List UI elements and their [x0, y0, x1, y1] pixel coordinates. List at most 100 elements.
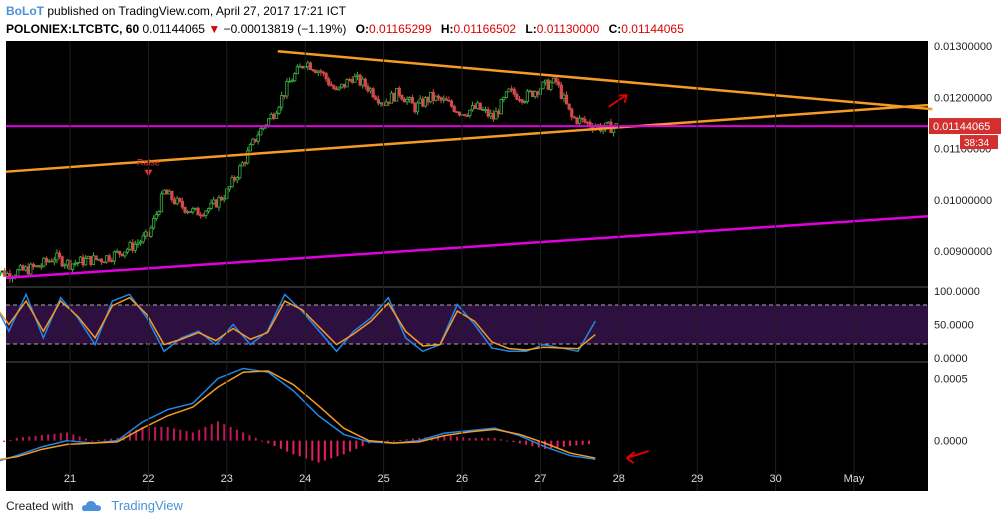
- candle-body: [314, 70, 318, 74]
- candle-body: [29, 263, 33, 275]
- tradingview-link[interactable]: TradingView: [111, 498, 183, 513]
- candle-body: [209, 202, 213, 209]
- candle-body: [421, 98, 425, 107]
- tradingview-cloud-icon: [82, 500, 102, 511]
- candle-body: [387, 101, 391, 104]
- stoch-tick-label: 100.0000: [934, 286, 980, 298]
- candle-body: [102, 261, 106, 264]
- candle-body: [449, 100, 454, 107]
- macd-histogram-bar: [229, 426, 232, 441]
- candle-body: [319, 70, 323, 73]
- candle-body: [240, 162, 245, 167]
- candle-body: [5, 273, 9, 277]
- candle-body: [144, 231, 148, 237]
- x-tick-label: 23: [221, 473, 233, 485]
- candle-body: [413, 102, 417, 113]
- candle-body: [585, 121, 590, 124]
- candle-body: [429, 91, 433, 103]
- candle-body: [332, 85, 336, 90]
- macd-histogram-bar: [525, 440, 528, 445]
- macd-histogram-bar: [9, 439, 12, 441]
- candle-body: [400, 94, 404, 100]
- candle-body: [496, 110, 501, 115]
- candle-body: [55, 252, 59, 261]
- macd-histogram-bar: [556, 440, 559, 448]
- macd-histogram-bar: [40, 435, 43, 441]
- candle-body: [290, 80, 294, 83]
- candle-body: [374, 96, 378, 100]
- candle-body: [361, 78, 365, 86]
- candle-body: [293, 73, 297, 82]
- macd-histogram-bar: [72, 434, 75, 441]
- candle-body: [217, 196, 221, 208]
- header-line-1: BoLoT published on TradingView.com, Apri…: [6, 4, 346, 18]
- macd-histogram-bar: [405, 439, 408, 441]
- macd-histogram-bar: [361, 440, 364, 447]
- candle-body: [175, 197, 179, 205]
- macd-histogram-bar: [499, 439, 502, 441]
- candle-body: [261, 126, 265, 129]
- candle-body: [510, 88, 514, 91]
- candle-body: [551, 77, 556, 84]
- candle-body: [494, 110, 498, 120]
- candle-body: [567, 103, 571, 110]
- macd-histogram-bar: [449, 435, 452, 441]
- chart-background: [6, 41, 928, 491]
- candle-body: [463, 114, 467, 116]
- footer: Created with TradingView: [6, 498, 183, 513]
- macd-histogram-bar: [34, 435, 37, 441]
- candle-body: [483, 109, 488, 111]
- macd-histogram-bar: [53, 433, 56, 441]
- candle-body: [84, 258, 88, 266]
- macd-histogram-bar: [3, 440, 6, 443]
- candle-body: [575, 117, 579, 125]
- candle-body: [536, 91, 540, 95]
- author-name[interactable]: BoLoT: [6, 4, 44, 18]
- stoch-tick-label: 50.0000: [934, 320, 974, 332]
- candle-body: [355, 74, 360, 77]
- macd-histogram-bar: [386, 440, 389, 442]
- candle-body: [557, 81, 561, 86]
- x-tick-label: 26: [456, 473, 468, 485]
- candle-body: [457, 111, 461, 116]
- stoch-series-line: [0, 292, 596, 353]
- published-text: published on TradingView.com, April 27, …: [47, 4, 346, 18]
- macd-histogram-bar: [260, 440, 263, 442]
- candle-body: [162, 189, 166, 195]
- countdown-label: 38:34: [964, 138, 989, 149]
- candle-body: [154, 214, 158, 219]
- macd-histogram-bar: [103, 439, 106, 441]
- candle-body: [300, 65, 305, 69]
- candle-body: [167, 190, 171, 195]
- candle-body: [507, 88, 511, 93]
- macd-histogram-bar: [267, 440, 270, 444]
- macd-histogram-bar: [248, 435, 251, 441]
- candle-body: [306, 62, 310, 67]
- candle-body: [243, 162, 247, 165]
- macd-histogram-bar: [210, 424, 213, 441]
- candle-body: [544, 79, 548, 83]
- candle-body: [371, 88, 375, 98]
- candle-body: [324, 72, 328, 80]
- candle-body: [389, 92, 394, 104]
- candle-body: [23, 266, 28, 271]
- macd-histogram-bar: [59, 433, 62, 441]
- candle-body: [26, 266, 30, 275]
- countdown-bg: [960, 135, 998, 150]
- candle-body: [379, 102, 383, 105]
- candle-body: [358, 74, 362, 86]
- high-value: 0.01166502: [453, 22, 517, 36]
- candle-body: [434, 95, 438, 101]
- candle-body: [277, 106, 281, 114]
- price-tick-label: 0.00900000: [934, 246, 992, 258]
- macd-series-line: [0, 370, 596, 461]
- candle-body: [178, 197, 182, 202]
- candle-body: [476, 102, 480, 109]
- candle-body: [212, 199, 216, 204]
- candle-body: [73, 262, 77, 265]
- candle-body: [136, 242, 140, 245]
- x-tick-label: 25: [377, 473, 389, 485]
- candle-body: [188, 211, 192, 214]
- price-tag-bg: [929, 118, 1001, 135]
